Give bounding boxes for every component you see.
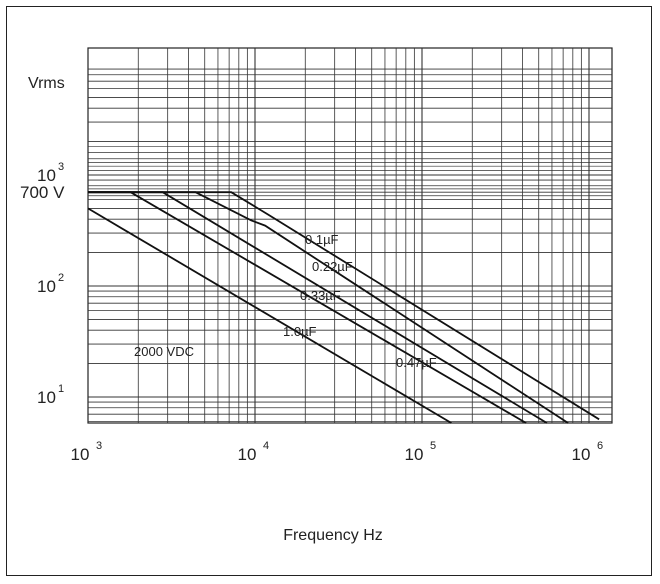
y-tick-700v: 700 V <box>20 183 65 202</box>
plot-border <box>87 47 613 424</box>
x-tick-exponent: 4 <box>263 440 269 452</box>
series-line-4 <box>87 207 452 424</box>
series-line-3 <box>88 191 527 424</box>
y-tick-exponent: 2 <box>58 272 64 284</box>
series-label-4: 1.0µF <box>283 324 317 339</box>
x-tick-base: 10 <box>71 445 90 464</box>
x-tick-exponent: 6 <box>597 440 603 452</box>
y-axis-label: Vrms <box>28 75 65 92</box>
series-line-2 <box>88 191 548 424</box>
y-tick-base: 10 <box>37 388 56 407</box>
annotation-2000vdc: 2000 VDC <box>134 344 194 359</box>
x-tick-base: 10 <box>238 445 257 464</box>
x-tick-label: 10 3 <box>71 440 103 464</box>
series-lines <box>87 191 600 424</box>
grid <box>87 47 613 424</box>
y-tick-base: 10 <box>37 277 56 296</box>
series-label-1: 0.22µF <box>312 259 353 274</box>
y-tick-exponent: 1 <box>58 383 64 395</box>
chart-frame <box>6 6 652 576</box>
x-tick-exponent: 5 <box>430 440 436 452</box>
x-tick-exponent: 3 <box>96 440 102 452</box>
x-tick-base: 10 <box>572 445 591 464</box>
series-label-2: 0.33µF <box>300 288 341 303</box>
x-tick-label: 10 6 <box>572 440 604 464</box>
series-labels: 0.1µF 0.22µF 0.33µF 0.47µF 1.0µF <box>283 232 437 370</box>
x-axis-label: Frequency Hz <box>283 527 383 544</box>
series-label-0: 0.1µF <box>305 232 339 247</box>
y-tick-label: 10 1 <box>37 383 64 407</box>
y-tick-label: 10 2 <box>37 272 64 296</box>
y-tick-label: 10 3 <box>37 161 64 185</box>
y-tick-exponent: 3 <box>58 161 64 173</box>
y-tick-base: 10 <box>37 166 56 185</box>
x-tick-label: 10 4 <box>238 440 270 464</box>
x-tick-label: 10 5 <box>405 440 437 464</box>
x-tick-base: 10 <box>405 445 424 464</box>
series-label-3: 0.47µF <box>396 355 437 370</box>
